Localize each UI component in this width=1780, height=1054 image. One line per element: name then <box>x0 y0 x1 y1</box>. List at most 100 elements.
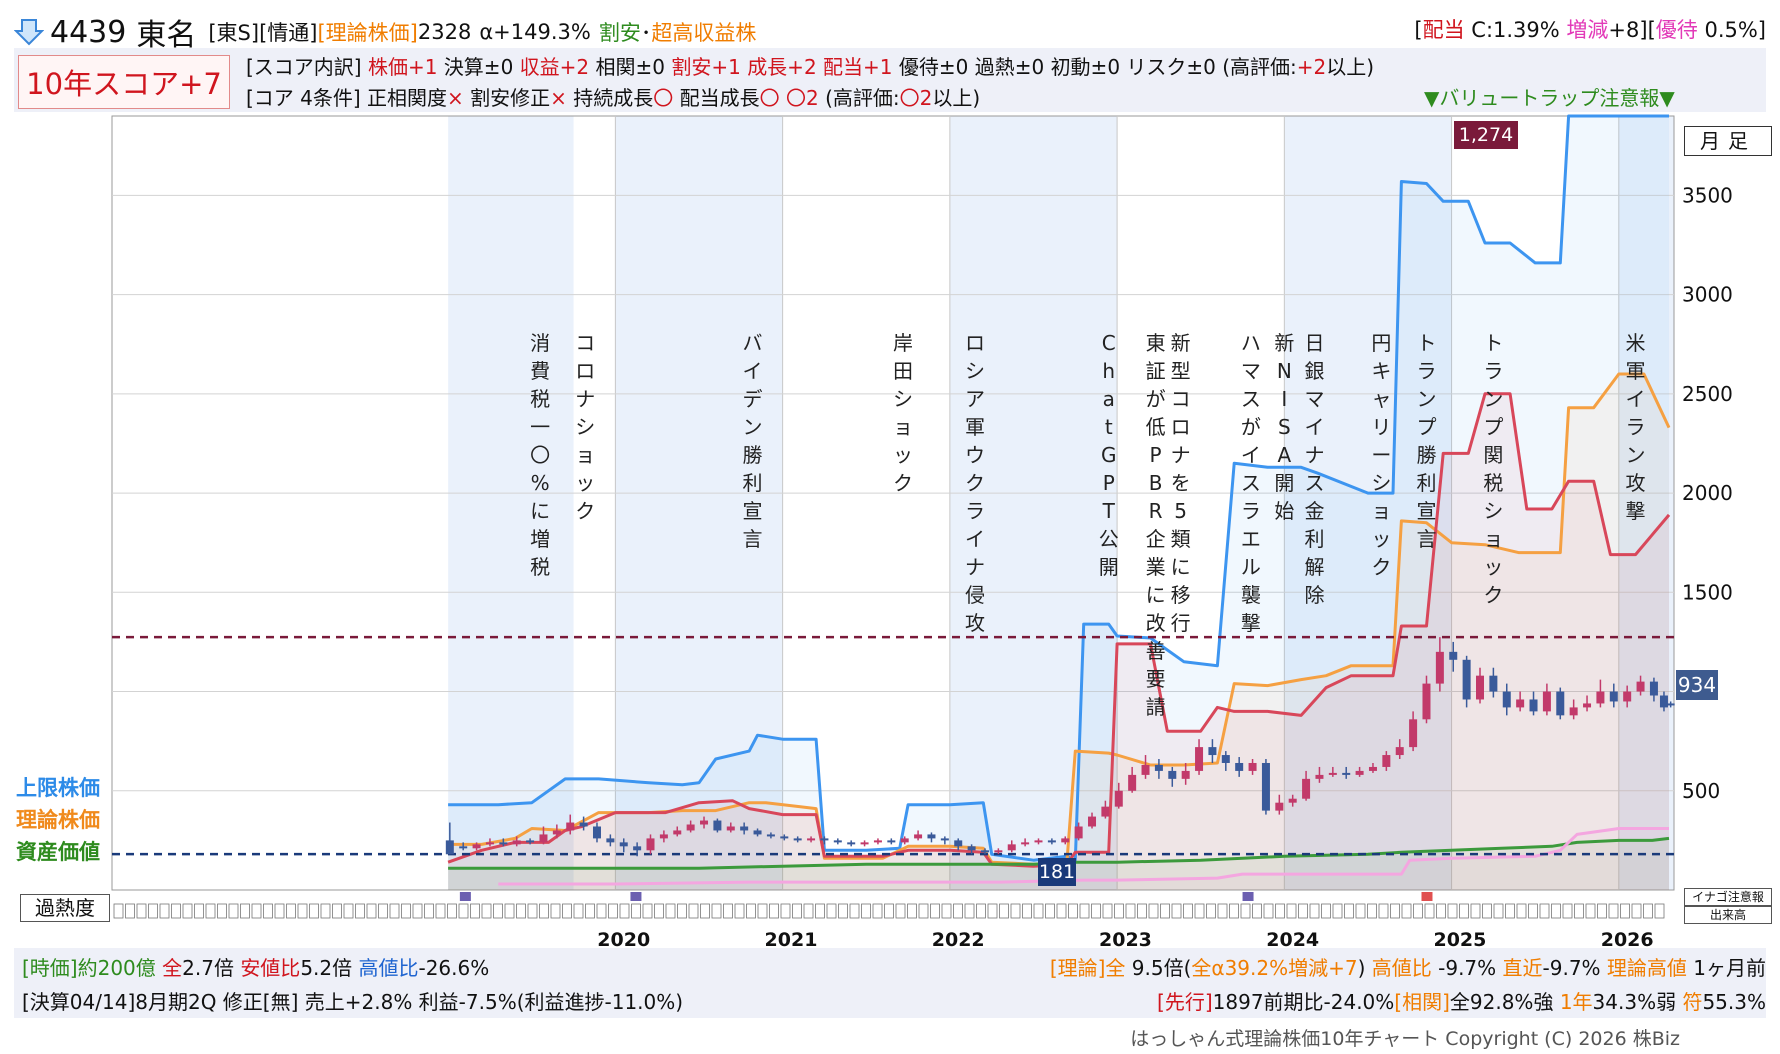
candle-body <box>1368 766 1377 771</box>
candle-body <box>914 834 923 839</box>
candle-body <box>954 840 963 847</box>
heat-cell <box>1056 903 1067 919</box>
score-item: 配当+1 <box>823 55 899 79</box>
core-item-mark: 〇 <box>653 86 680 110</box>
score-item: 成長+2 <box>747 55 824 79</box>
event-char: 5 <box>1174 499 1187 523</box>
event-char: 円 <box>1371 331 1391 355</box>
event-char: 銀 <box>1304 359 1324 383</box>
candle-body <box>459 846 468 849</box>
event-char: 消 <box>530 331 550 355</box>
event-char: マ <box>1241 359 1261 383</box>
candle-body <box>1583 703 1592 708</box>
event-char: シ <box>1371 471 1391 495</box>
heat-cell <box>1585 903 1596 919</box>
event-char: イ <box>1304 415 1324 439</box>
candle-body <box>673 830 682 835</box>
lead-correlation-segment: 34.3%弱 <box>1592 990 1683 1014</box>
heat-cell <box>447 903 457 919</box>
heat-cell <box>136 903 147 919</box>
event-char: 証 <box>1146 359 1166 383</box>
heat-cell <box>263 903 273 919</box>
event-char: 関 <box>1483 443 1503 467</box>
event-char: 米 <box>1626 331 1646 355</box>
candle-body <box>1666 703 1675 706</box>
heat-cell <box>550 903 561 919</box>
score-item: 割安+1 <box>671 55 748 79</box>
period-button[interactable]: 月足 <box>1684 126 1772 156</box>
heat-cell <box>1447 903 1458 919</box>
core-prefix: [コア 4条件] <box>246 86 368 110</box>
event-char: ク <box>965 471 985 495</box>
candle-body <box>1422 683 1431 720</box>
dot-separator: ･ <box>640 21 652 45</box>
event-char: T <box>1102 499 1116 523</box>
event-char: 田 <box>893 359 913 383</box>
candle-body <box>1302 778 1311 799</box>
low-badge: 181 <box>1038 858 1076 886</box>
event-char: ン <box>1416 387 1436 411</box>
score-band <box>14 48 1766 112</box>
heat-cell <box>1114 903 1124 919</box>
y-axis: 500 1500 2000 2500 3000 3500 <box>1682 183 1733 802</box>
event-char: 利 <box>1416 471 1436 495</box>
event-char: ョ <box>1483 527 1503 551</box>
event-char: が <box>1146 387 1166 411</box>
candle-body <box>1623 691 1632 702</box>
heat-cell <box>1286 903 1297 919</box>
event-char: A <box>1277 443 1291 467</box>
heat-cell <box>688 903 699 919</box>
candlesticks <box>445 637 1675 857</box>
event-char: 襲 <box>1241 583 1261 607</box>
event-char: ク <box>575 499 595 523</box>
event-char: 攻 <box>965 611 985 635</box>
event-char: 宣 <box>1416 499 1436 523</box>
heat-cell <box>907 903 917 919</box>
theory-summary-segment: -9.7% <box>1542 956 1607 980</box>
x-tick-label: 2026 <box>1601 929 1654 951</box>
event-char: 要 <box>1146 667 1166 691</box>
value-trap-warning: ▼バリュートラップ注意報▼ <box>1424 86 1675 110</box>
heat-cell <box>1217 903 1228 919</box>
event-char: 改 <box>1146 611 1166 635</box>
event-char: 新 <box>1171 331 1191 355</box>
heat-cell <box>895 903 906 919</box>
candle-body <box>619 842 628 847</box>
candle-body <box>1476 675 1485 700</box>
heat-cell <box>1424 903 1435 919</box>
heat-cell <box>309 903 319 919</box>
candle-body <box>1195 747 1204 771</box>
heat-cell <box>1033 903 1044 919</box>
heat-cell <box>1413 903 1423 919</box>
volume-label: 出来高 <box>1684 906 1772 924</box>
theory-summary-segment: 直近 <box>1502 956 1543 980</box>
heat-cell <box>826 903 837 919</box>
heat-cell <box>1505 903 1515 919</box>
alert-marker <box>1421 892 1433 901</box>
event-char: シ <box>1483 499 1503 523</box>
ten-year-score: 10年スコア+7 <box>18 55 230 109</box>
series-line <box>447 392 1671 868</box>
heat-cell <box>1137 903 1147 919</box>
candle-body <box>900 838 909 843</box>
heat-cell <box>1194 903 1205 919</box>
candle-body <box>1315 774 1324 779</box>
heat-cell <box>573 903 584 919</box>
heat-cell <box>631 903 641 919</box>
change-value: +8][ <box>1608 18 1656 42</box>
event-char: ン <box>743 415 763 439</box>
candle-body <box>1462 659 1471 700</box>
heat-cell <box>1160 903 1170 919</box>
y-tick-label: 500 <box>1682 779 1720 803</box>
heat-cell <box>481 903 492 919</box>
heat-cell <box>711 903 722 919</box>
theory-summary-segment: 1ヶ月前 <box>1693 956 1766 980</box>
event-char: 企 <box>1146 527 1166 551</box>
heat-cell <box>251 903 262 919</box>
period-band <box>615 116 783 890</box>
legend-asset: 資産価値 <box>16 840 100 864</box>
y-tick-label: 2000 <box>1682 481 1733 505</box>
